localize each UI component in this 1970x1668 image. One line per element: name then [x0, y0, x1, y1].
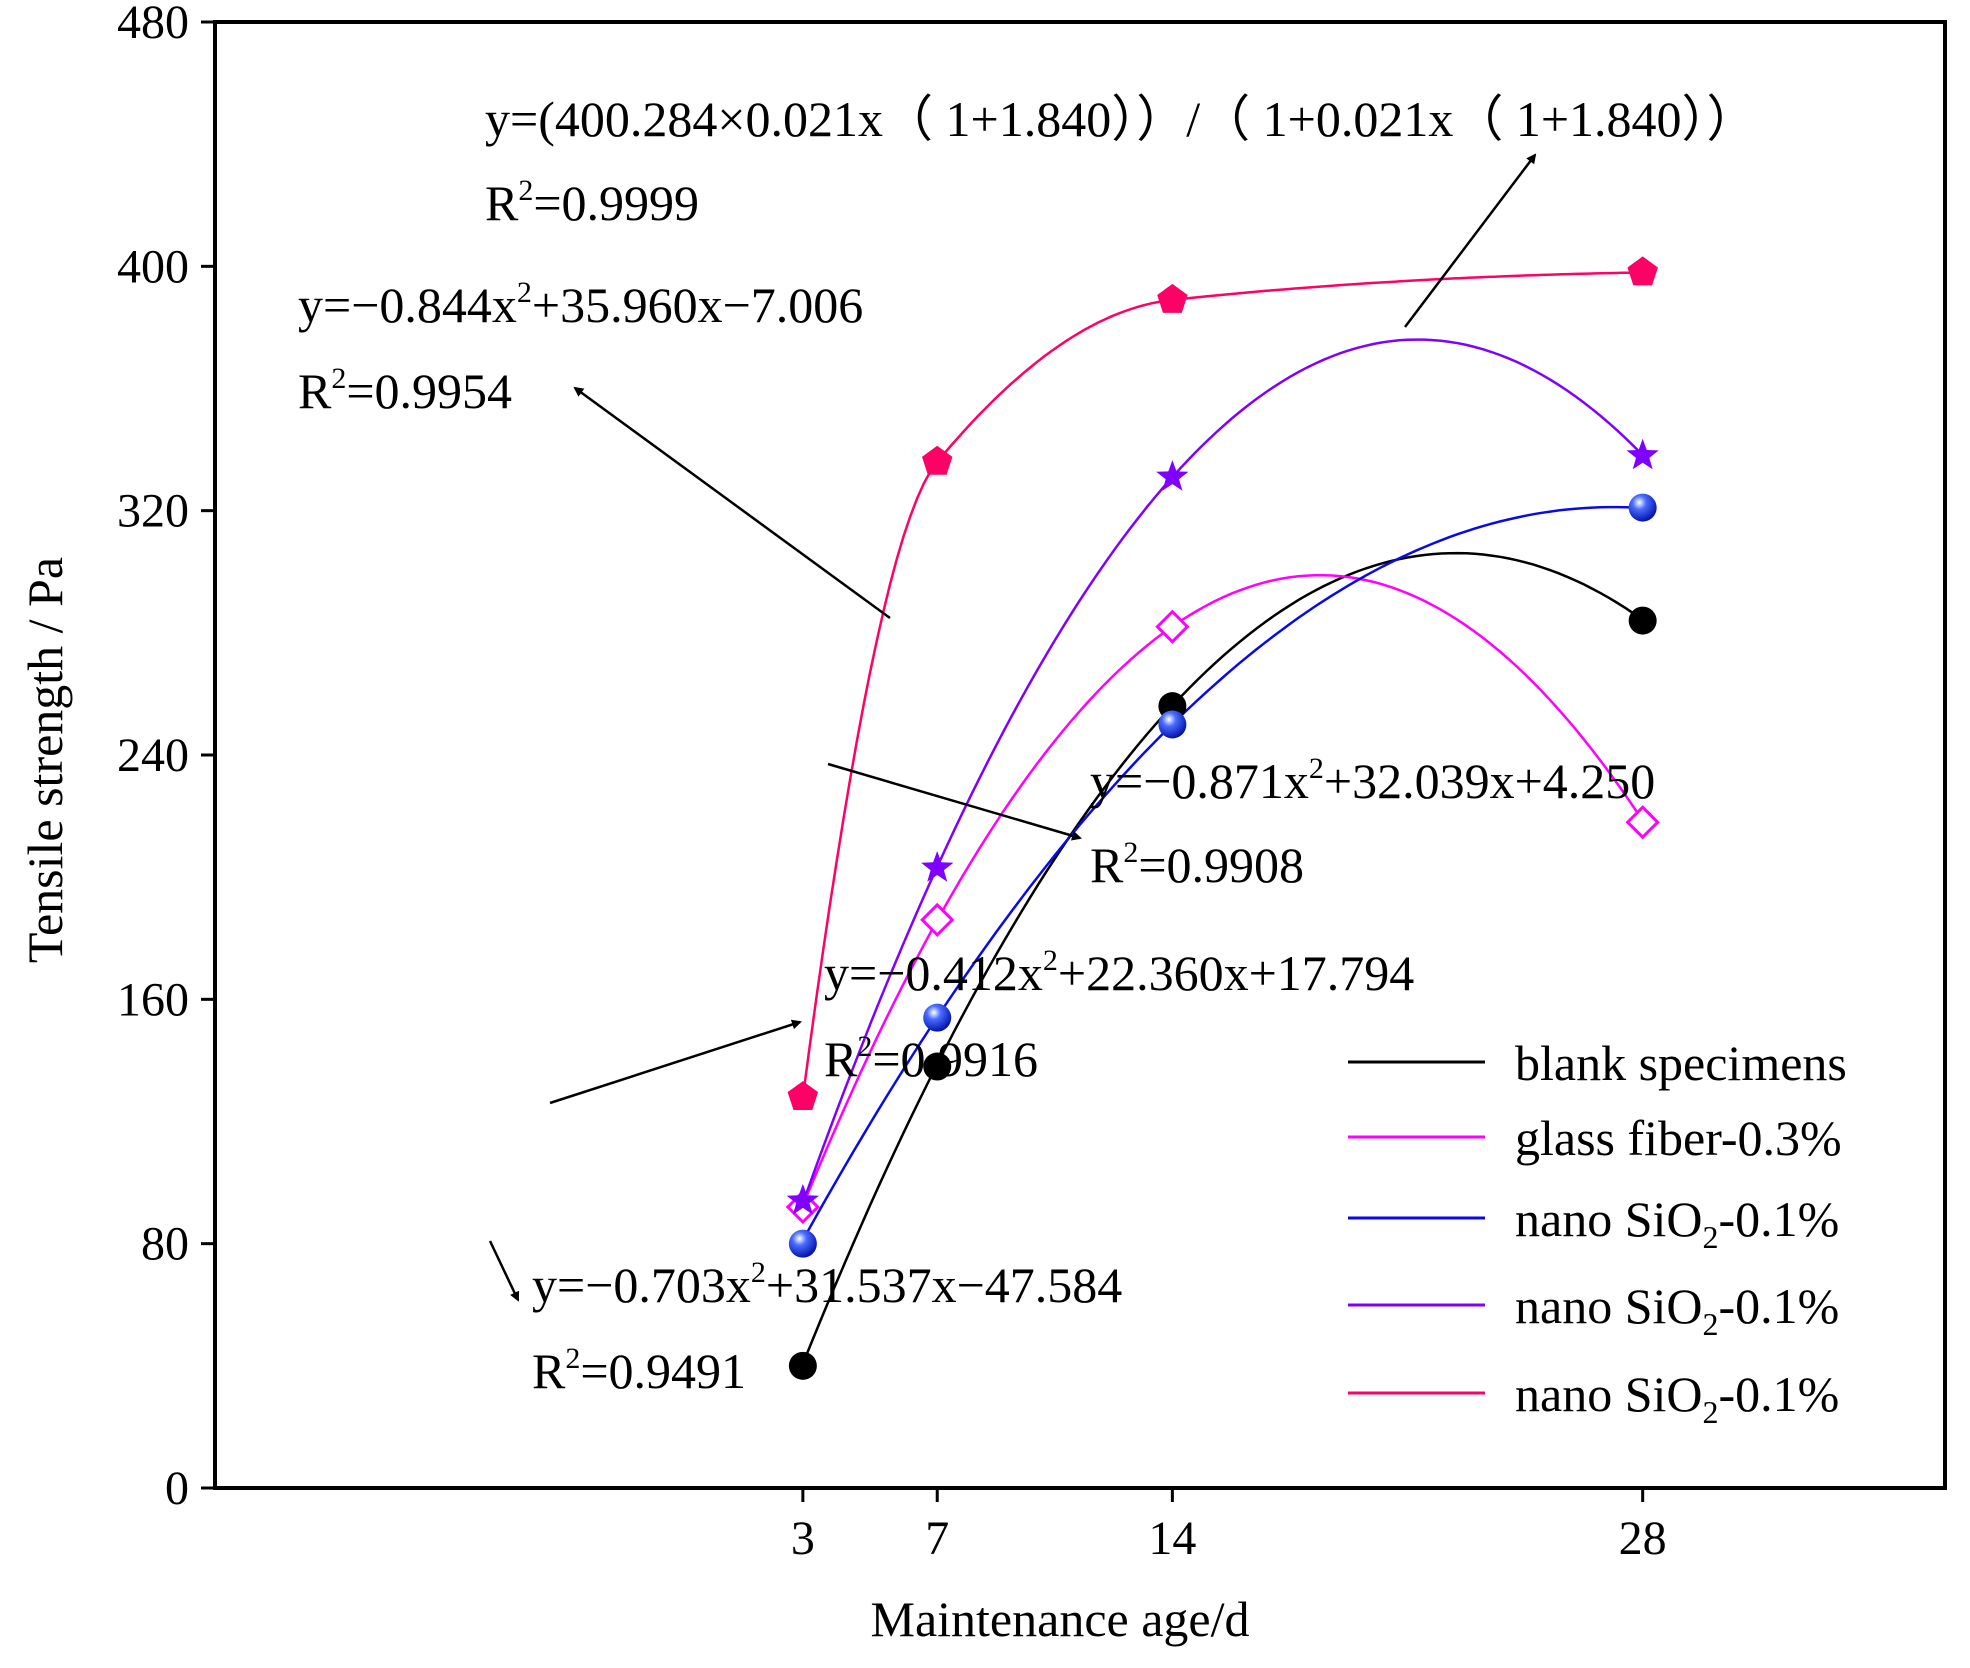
y-axis-title: Tensile strength / Pa: [17, 557, 73, 963]
annotation-r2-poly-c: R2=0.9916: [824, 1030, 1038, 1087]
data-point-s3-0: [786, 1183, 819, 1215]
fit-curve-0: [801, 551, 1644, 1365]
data-point-s0-3: [1628, 606, 1657, 635]
arrow-fit-glass: [827, 762, 1082, 841]
arrow-fit-blank: [488, 1240, 520, 1302]
x-tick-label-3: 28: [1619, 1512, 1667, 1565]
annotation-equation-poly-c: y=−0.412x2+22.360x+17.794: [824, 944, 1414, 1001]
annotation-equation-poly-a: y=−0.844x2+35.960x−7.006: [298, 276, 863, 333]
y-tick-label-0: 0: [165, 1462, 189, 1515]
x-tick-label-2: 14: [1148, 1512, 1196, 1565]
data-point-s2-1: [923, 1003, 952, 1032]
legend-label-nano2: nano SiO2-0.1%: [1515, 1278, 1839, 1342]
x-axis-title: Maintenance age/d: [871, 1591, 1250, 1647]
data-point-s0-0: [788, 1351, 817, 1380]
arrow-fit-nano1: [549, 1019, 802, 1105]
data-markers: [785, 256, 1660, 1380]
x-tick-label-1: 7: [925, 1512, 949, 1565]
arrow-fit-nano2: [573, 386, 891, 620]
y-axis-ticks: 0 80 160 240 320 400 480: [117, 0, 215, 1515]
legend: blank specimens glass fiber-0.3% nano Si…: [1348, 1035, 1847, 1430]
data-point-s4-3: [1627, 256, 1658, 286]
data-point-s4-1: [922, 445, 953, 475]
annotation-equation-hill: y=(400.284×0.021x（ 1+1.840））/（ 1+0.021x（…: [485, 91, 1757, 147]
data-point-s0-1: [923, 1052, 952, 1081]
data-point-s3-1: [921, 851, 954, 882]
y-tick-label-2: 160: [117, 973, 189, 1026]
x-tick-label-0: 3: [791, 1512, 815, 1565]
data-point-s2-0: [788, 1229, 817, 1258]
annotation-arrows: [488, 153, 1537, 1302]
data-point-s1-1: [920, 902, 955, 938]
legend-label-glass: glass fiber-0.3%: [1515, 1110, 1842, 1166]
fit-curve-3: [801, 338, 1644, 1204]
data-point-s1-2: [1155, 609, 1190, 644]
data-point-s3-3: [1626, 438, 1659, 470]
data-point-s3-2: [1156, 460, 1189, 491]
y-tick-label-5: 400: [117, 240, 189, 293]
y-tick-label-4: 320: [117, 485, 189, 538]
y-tick-label-6: 480: [117, 0, 189, 49]
annotation-equation-poly-d: y=−0.703x2+31.537x−47.584: [532, 1256, 1122, 1313]
data-point-s1-3: [1625, 805, 1660, 840]
annotation-equation-poly-b: y=−0.871x2+32.039x+4.250: [1090, 752, 1655, 809]
legend-label-blank: blank specimens: [1515, 1035, 1847, 1091]
data-point-s2-2: [1158, 710, 1187, 739]
data-point-s4-2: [1157, 283, 1188, 313]
annotation-r2-poly-a: R2=0.9954: [298, 362, 512, 419]
x-axis-ticks: 3 7 14 28: [791, 1488, 1667, 1565]
y-tick-label-3: 240: [117, 729, 189, 782]
data-point-s4-0: [787, 1081, 819, 1110]
annotation-r2-poly-b: R2=0.9908: [1090, 836, 1304, 893]
fit-annotations: y=(400.284×0.021x（ 1+1.840））/（ 1+0.021x（…: [298, 91, 1757, 1399]
arrow-fit-nano3: [1404, 153, 1537, 328]
data-point-s2-3: [1628, 493, 1657, 522]
legend-label-nano1: nano SiO2-0.1%: [1515, 1191, 1839, 1255]
annotation-r2-poly-d: R2=0.9491: [532, 1342, 746, 1399]
legend-label-nano3: nano SiO2-0.1%: [1515, 1366, 1839, 1430]
y-tick-label-1: 80: [141, 1218, 189, 1271]
annotation-r2-hill: R2=0.9999: [485, 174, 699, 231]
